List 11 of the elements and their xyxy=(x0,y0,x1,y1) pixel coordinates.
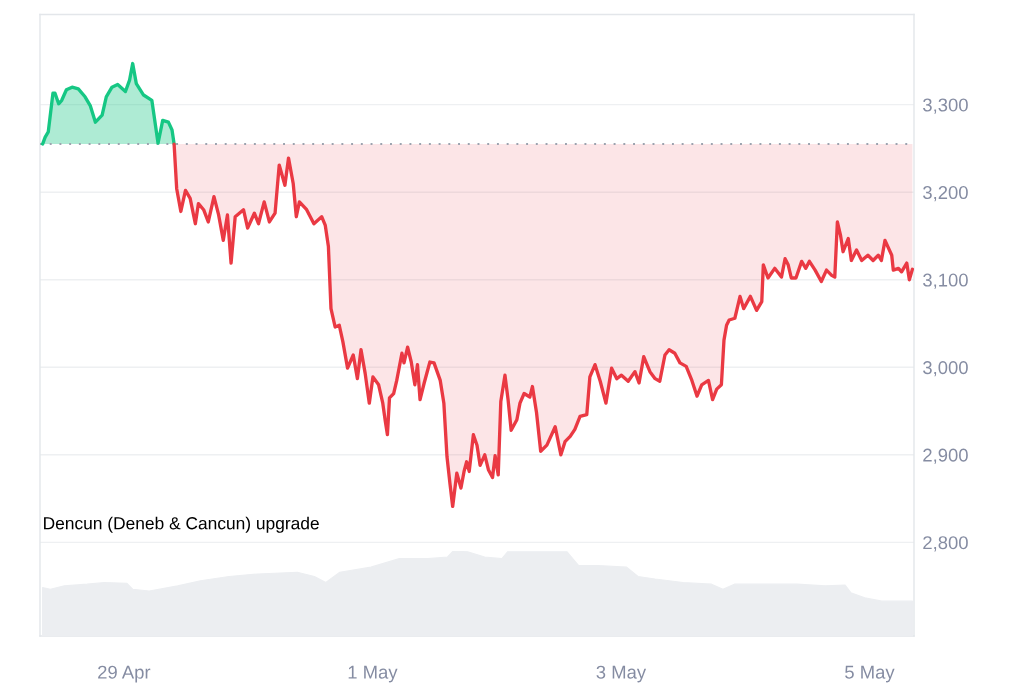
y-tick-label: 3,000 xyxy=(923,361,968,377)
x-tick-label: 3 May xyxy=(596,665,647,683)
x-tick-label: 5 May xyxy=(845,665,895,683)
x-tick-label: 1 May xyxy=(348,665,398,683)
y-tick-label: 2,800 xyxy=(923,536,968,552)
y-tick-label: 3,200 xyxy=(923,185,968,202)
y-tick-label: 3,100 xyxy=(923,273,968,289)
y-tick-label: 3,300 xyxy=(923,98,968,114)
y-tick-label: 2,900 xyxy=(923,448,968,464)
annotation: Dencun (Deneb & Cancun) upgrade xyxy=(44,516,319,533)
x-tick-label: 29 Apr xyxy=(98,665,151,683)
